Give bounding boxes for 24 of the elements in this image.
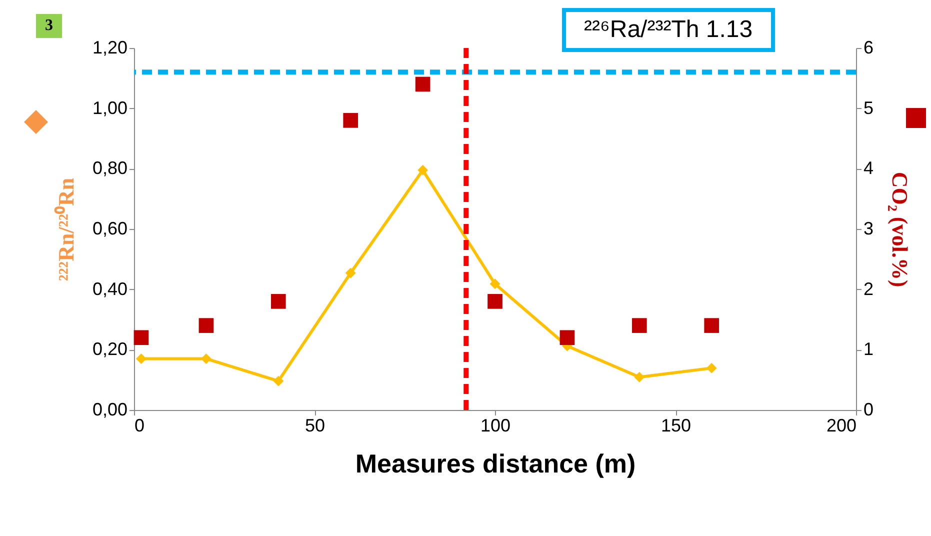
y2-tick-label: 4 [864, 158, 874, 178]
y-tick-label: 1,00 [92, 98, 128, 118]
y-tick-label: 0,00 [92, 400, 128, 420]
x-tick-label: 200 [826, 416, 856, 436]
y-tick-label: 1,20 [92, 38, 128, 58]
y2-tick-label: 2 [864, 278, 874, 299]
x-tick-label: 0 [134, 416, 145, 436]
y-tick-label: 0,60 [92, 218, 128, 238]
x-tick-label: 100 [480, 416, 511, 436]
y2-tick-label: 1 [864, 339, 874, 360]
y2-tick-label: 0 [864, 400, 874, 420]
x-tick-label: 50 [304, 416, 326, 436]
y2-tick-label: 5 [864, 98, 874, 118]
x-tick-label: 150 [660, 416, 692, 436]
y-axis-title: ²²²Rn/²²⁰Rn [53, 178, 78, 282]
y-tick-label: 0,80 [92, 158, 128, 178]
y2-axis-title: CO₂ (vol.%) [888, 172, 913, 288]
y-tick-label: 0,20 [92, 339, 128, 360]
x-axis-title: Measures distance (m) [355, 448, 636, 478]
text: ²²⁶Ra/²³²Th 1.13 [562, 8, 775, 52]
text: 3 [36, 14, 62, 38]
y-tick-label: 0,40 [92, 278, 128, 299]
y2-tick-label: 3 [864, 218, 874, 238]
y2-tick-label: 6 [864, 38, 874, 58]
